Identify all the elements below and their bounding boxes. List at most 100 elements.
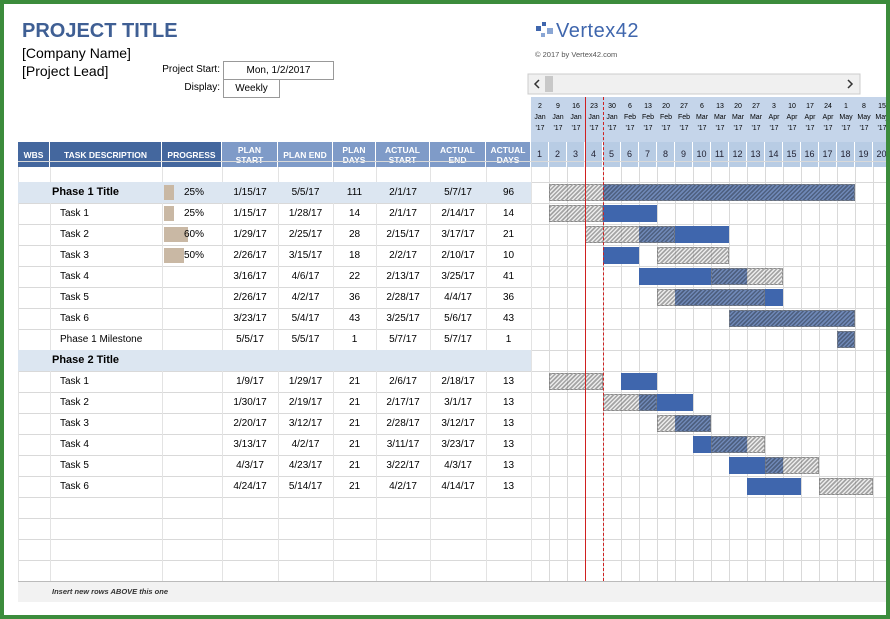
cell: 2/1/17: [389, 208, 417, 219]
column-header: ACTUAL DAYS: [486, 142, 531, 167]
cell: 13: [502, 376, 515, 387]
task-name: Task 2: [60, 229, 89, 240]
week-day: 6: [628, 103, 632, 110]
week-day: 1: [844, 103, 848, 110]
col-line: [376, 167, 377, 581]
progress-label: 25%: [183, 187, 204, 198]
week-month: Feb: [659, 114, 673, 121]
week-number: 14: [765, 142, 783, 167]
week-year: '17: [805, 125, 815, 132]
actual-bar: [747, 478, 801, 495]
actual-bar: [603, 247, 639, 264]
grid-line: [729, 167, 730, 581]
col-line: [50, 167, 51, 581]
row-line: [18, 203, 886, 204]
week-month: Feb: [677, 114, 691, 121]
week-year: '17: [535, 125, 545, 132]
cell: 1/29/17: [288, 376, 323, 387]
week-month: Mar: [749, 114, 763, 121]
row-line: [18, 224, 886, 225]
scroll-left[interactable]: [533, 79, 540, 89]
plan-bar: [603, 394, 657, 411]
week-month: May: [839, 114, 853, 121]
logo: Vertex42: [556, 20, 639, 42]
week-number: 12: [729, 142, 747, 167]
cell: 2/28/17: [386, 418, 420, 429]
footer-row: [18, 581, 886, 602]
week-number: 3: [567, 142, 585, 167]
cell: 2/26/17: [233, 292, 267, 303]
column-header: PLAN DAYS: [333, 142, 376, 167]
cell: 1/9/17: [236, 376, 264, 387]
cell: 4/6/17: [291, 271, 320, 282]
grid-line: [675, 167, 676, 581]
cell: 5/14/17: [288, 481, 323, 492]
cell: 3/23/17: [233, 313, 267, 324]
week-year: '17: [697, 125, 707, 132]
cell: 14: [348, 208, 361, 219]
cell: 2/14/17: [441, 208, 475, 219]
column-header: PROGRESS: [162, 142, 222, 167]
cell: 3/16/17: [233, 271, 267, 282]
task-name: Task 6: [60, 313, 89, 324]
week-number: 10: [693, 142, 711, 167]
progress-bar: [164, 227, 188, 242]
week-day: 2: [538, 103, 542, 110]
column-header: ACTUAL START: [376, 142, 430, 167]
week-month: May: [875, 114, 889, 121]
row-line: [18, 455, 886, 456]
week-day: 24: [824, 103, 832, 110]
plan-bar: [585, 226, 675, 243]
cell: 3/22/17: [386, 460, 420, 471]
week-number: 7: [639, 142, 657, 167]
company: [Company Name]: [22, 45, 131, 61]
plan-bar: [657, 415, 711, 432]
cell: 5/7/17: [444, 187, 472, 198]
task-name: Task 3: [60, 418, 89, 429]
scrollbar[interactable]: [527, 73, 861, 95]
task-name: Task 6: [60, 481, 89, 492]
week-day: 9: [556, 103, 560, 110]
scroll-thumb[interactable]: [545, 76, 553, 92]
row-line: [18, 413, 886, 414]
cell: 4/2/17: [291, 292, 320, 303]
cell: 4/2/17: [389, 481, 417, 492]
cell: 5/4/17: [291, 313, 320, 324]
plan-bar: [765, 457, 819, 474]
week-number: 2: [549, 142, 567, 167]
cell: 1/30/17: [233, 397, 267, 408]
cell: 3/17/17: [441, 229, 475, 240]
cell: 3/11/17: [386, 439, 420, 450]
week-number: 4: [585, 142, 603, 167]
cell: 3/25/17: [386, 313, 420, 324]
col-line: [162, 167, 163, 581]
cell: 21: [348, 460, 361, 471]
plan-bar: [729, 310, 855, 327]
week-number: 19: [855, 142, 873, 167]
week-month: Jan: [570, 114, 582, 121]
row-line: [18, 476, 886, 477]
cell: 1/15/17: [233, 187, 267, 198]
col-line: [222, 167, 223, 581]
cell: 2/1/17: [389, 187, 417, 198]
progress-bar: [164, 185, 174, 200]
task-name: Task 4: [60, 271, 89, 282]
scroll-right[interactable]: [847, 79, 854, 89]
col-line: [430, 167, 431, 581]
grid-line: [657, 167, 658, 581]
week-year: '17: [751, 125, 761, 132]
task-name: Phase 1 Milestone: [60, 334, 143, 345]
week-month: Feb: [623, 114, 637, 121]
plan-bar: [549, 373, 603, 390]
cell: 13: [502, 481, 515, 492]
week-day: 27: [752, 103, 760, 110]
cell: 1/29/17: [233, 229, 267, 240]
task-name: Task 2: [60, 397, 89, 408]
phase-title: Phase 2 Title: [52, 354, 120, 366]
cell: 5/5/17: [291, 334, 320, 345]
cell: 1/15/17: [233, 208, 267, 219]
label: Display:: [184, 82, 220, 93]
cell: 2/18/17: [441, 376, 475, 387]
week-number: 1: [531, 142, 549, 167]
cell: 96: [502, 187, 515, 198]
